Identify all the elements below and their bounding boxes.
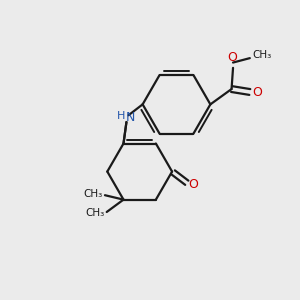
Text: O: O [252,86,262,99]
Text: O: O [227,51,237,64]
Text: H: H [117,111,125,121]
Text: CH₃: CH₃ [84,189,103,199]
Text: O: O [189,178,198,191]
Text: CH₃: CH₃ [253,50,272,60]
Text: N: N [126,111,135,124]
Text: CH₃: CH₃ [85,208,105,218]
